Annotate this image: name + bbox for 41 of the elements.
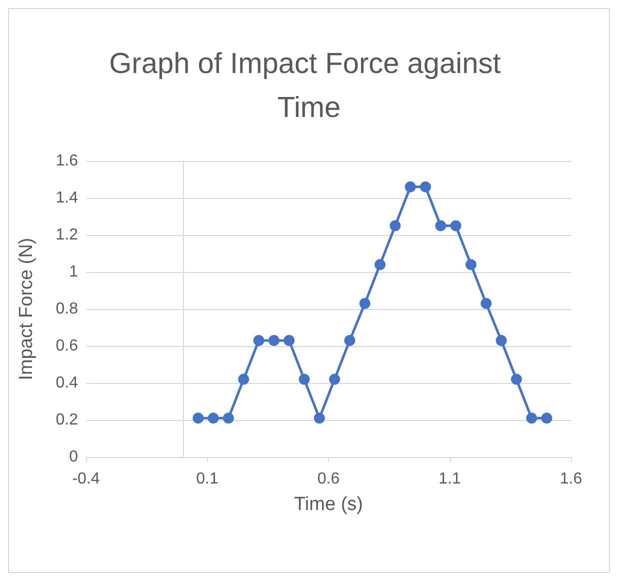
point — [344, 334, 356, 346]
point — [390, 220, 401, 232]
point — [208, 412, 219, 424]
x-tick-label: 0.1 — [196, 470, 218, 488]
y-tick-label: 0.2 — [56, 412, 78, 428]
y-tick-label: 0.6 — [56, 338, 78, 354]
point — [268, 334, 280, 346]
y-tick-label: 1.4 — [56, 190, 78, 206]
point — [404, 181, 416, 192]
point — [435, 220, 446, 232]
point — [374, 259, 386, 270]
y-tick-label: 1.6 — [56, 152, 78, 170]
x-tick-label: 1.6 — [560, 470, 582, 488]
point — [465, 259, 476, 270]
x-axis-title: Time (s) — [294, 494, 363, 515]
y-axis-title: Impact Force (N) — [16, 238, 37, 380]
y-tick-label: 1.2 — [56, 226, 78, 244]
point — [192, 412, 204, 424]
chart-title: Graph of Impact Force against Time — [109, 48, 509, 124]
point — [222, 412, 234, 424]
x-tick-label: 1.1 — [438, 470, 461, 488]
y-tick-label: 0.4 — [56, 374, 78, 392]
point — [359, 298, 370, 309]
point — [298, 374, 310, 385]
point — [284, 334, 295, 346]
y-tick-label: 0.8 — [56, 300, 78, 318]
point — [238, 374, 250, 385]
point — [314, 412, 325, 424]
y-tick-label: 1 — [69, 264, 78, 280]
point — [329, 374, 340, 385]
point — [480, 298, 492, 309]
point — [450, 220, 462, 232]
point — [526, 412, 538, 424]
x-tick-label: 0.6 — [317, 470, 340, 488]
point — [510, 374, 522, 385]
point — [541, 412, 552, 424]
x-tick-label: -0.4 — [72, 470, 100, 488]
y-tick-label: 0 — [69, 448, 78, 466]
point — [420, 181, 431, 192]
point — [253, 334, 264, 346]
point — [496, 334, 507, 346]
